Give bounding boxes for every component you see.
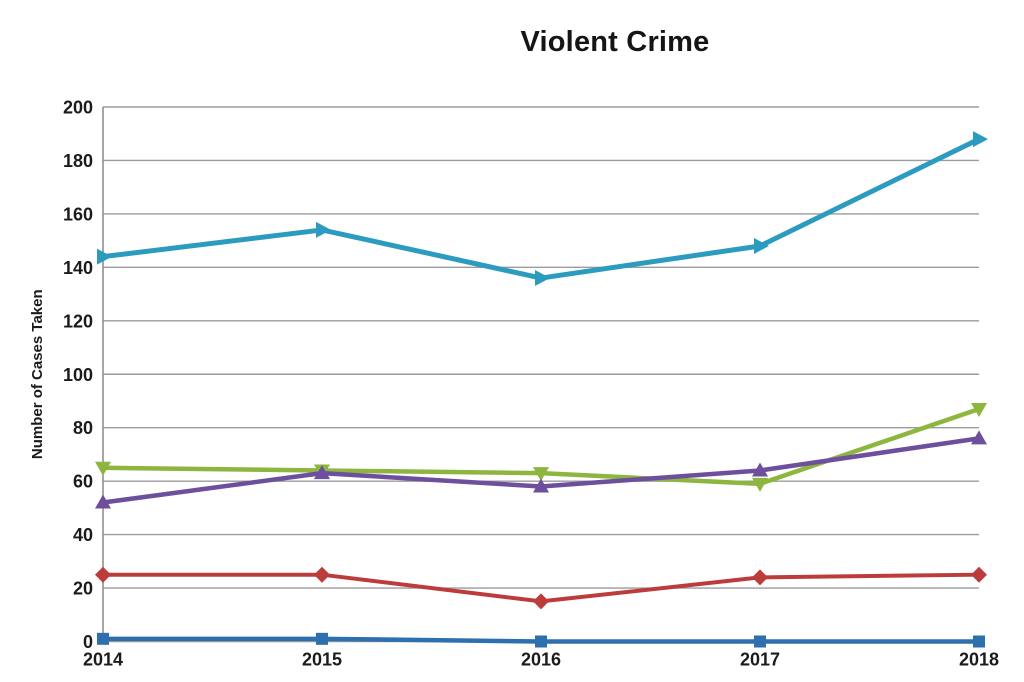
data-point-marker [97, 632, 109, 645]
y-tick-label: 140 [63, 258, 93, 278]
y-tick-label: 80 [73, 418, 93, 438]
data-point-marker [754, 635, 766, 648]
data-point-marker [754, 237, 769, 254]
data-point-marker [95, 461, 111, 476]
data-point-marker [316, 632, 328, 645]
x-tick-label: 2016 [521, 650, 561, 670]
data-point-marker [971, 566, 987, 583]
data-point-marker [971, 402, 987, 417]
y-axis-title: Number of Cases Taken [29, 289, 46, 459]
y-tick-labels: 0 20 40 60 80 100 120 140 160 180 200 [63, 98, 93, 653]
y-tick-label: 200 [63, 98, 93, 118]
data-point-marker [971, 430, 987, 445]
data-point-marker [95, 494, 111, 509]
series-red-series [95, 566, 987, 610]
data-point-marker [316, 221, 331, 238]
y-tick-label: 40 [73, 525, 93, 545]
y-tick-label: 60 [73, 472, 93, 492]
data-point-marker [97, 248, 112, 265]
data-point-marker [752, 569, 768, 586]
series-blue-series [97, 632, 985, 648]
series-purple-series [95, 430, 987, 509]
y-tick-label: 160 [63, 204, 93, 224]
data-point-marker [314, 465, 330, 480]
data-point-marker [752, 462, 768, 477]
data-point-marker [533, 478, 549, 493]
data-point-marker [973, 635, 985, 648]
y-tick-label: 120 [63, 311, 93, 331]
gridlines [103, 106, 979, 643]
series-teal-series [97, 131, 988, 287]
y-tick-label: 0 [83, 632, 93, 652]
chart-title: Violent Crime [520, 26, 710, 58]
data-point-marker [535, 270, 550, 287]
data-point-marker [533, 467, 549, 482]
x-tick-label: 2018 [959, 650, 999, 670]
data-point-marker [533, 593, 549, 610]
x-tick-label: 2017 [740, 650, 780, 670]
data-point-marker [752, 477, 768, 492]
x-tick-label: 2015 [302, 650, 342, 670]
y-tick-label: 180 [63, 151, 93, 171]
y-tick-label: 20 [73, 579, 93, 599]
data-point-marker [973, 131, 988, 148]
data-point-marker [95, 566, 111, 583]
x-tick-label: 2014 [83, 650, 123, 670]
data-point-marker [314, 566, 330, 583]
data-point-marker [535, 635, 547, 648]
y-tick-label: 100 [63, 365, 93, 385]
x-tick-labels: 2014 2015 2016 2017 2018 [83, 650, 999, 670]
